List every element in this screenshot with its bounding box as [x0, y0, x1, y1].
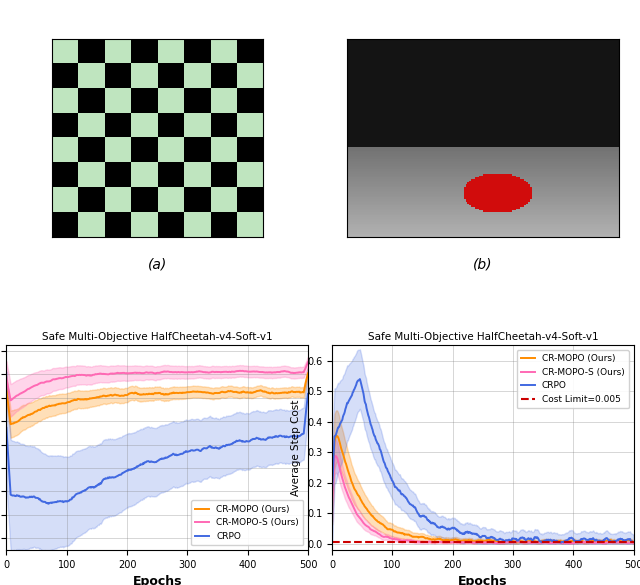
CRPO [182, 448, 190, 455]
CR-MOPO (Ours) [328, 491, 336, 498]
CRPO [148, 459, 156, 466]
CR-MOPO-S (Ours) [182, 369, 190, 376]
CR-MOPO (Ours) [7, 421, 15, 428]
CR-MOPO-S (Ours) [474, 539, 481, 546]
CR-MOPO-S (Ours) [147, 369, 154, 376]
CRPO [147, 459, 154, 466]
CRPO [250, 436, 258, 443]
CR-MOPO-S (Ours) [472, 539, 480, 546]
Title: Safe Multi-Objective HalfCheetah-v4-Soft-v1: Safe Multi-Objective HalfCheetah-v4-Soft… [367, 332, 598, 342]
CRPO [45, 500, 52, 507]
CR-MOPO (Ours) [250, 388, 258, 395]
CR-MOPO (Ours) [492, 538, 500, 545]
CR-MOPO (Ours) [472, 538, 480, 545]
CR-MOPO (Ours) [3, 387, 10, 394]
CR-MOPO-S (Ours) [624, 539, 632, 546]
CR-MOPO-S (Ours) [166, 369, 174, 376]
CR-MOPO (Ours) [577, 538, 584, 545]
X-axis label: Epochs: Epochs [132, 575, 182, 585]
CR-MOPO-S (Ours) [508, 539, 516, 546]
CR-MOPO (Ours) [148, 390, 156, 397]
CRPO [298, 431, 305, 438]
CR-MOPO-S (Ours) [328, 499, 336, 506]
CR-MOPO-S (Ours) [577, 539, 584, 546]
CR-MOPO (Ours) [474, 537, 481, 544]
CR-MOPO-S (Ours) [250, 368, 258, 375]
CR-MOPO-S (Ours) [332, 452, 340, 459]
CRPO [492, 536, 500, 543]
CRPO [557, 539, 565, 546]
CR-MOPO (Ours) [166, 390, 174, 397]
CR-MOPO-S (Ours) [566, 540, 574, 547]
CR-MOPO (Ours) [333, 432, 340, 439]
Text: (a): (a) [148, 257, 167, 271]
CR-MOPO (Ours) [624, 537, 632, 544]
CRPO [304, 390, 312, 397]
Cost Limit=0.005 [329, 539, 337, 546]
CR-MOPO (Ours) [147, 390, 154, 397]
CR-MOPO (Ours) [497, 539, 504, 546]
CR-MOPO (Ours) [304, 370, 312, 377]
Legend: CR-MOPO (Ours), CR-MOPO-S (Ours), CRPO, Cost Limit=0.005: CR-MOPO (Ours), CR-MOPO-S (Ours), CRPO, … [516, 350, 629, 408]
CRPO [166, 452, 174, 459]
CRPO [624, 536, 632, 543]
CRPO [472, 530, 480, 537]
X-axis label: Epochs: Epochs [458, 575, 508, 585]
Line: CR-MOPO-S (Ours): CR-MOPO-S (Ours) [6, 362, 308, 400]
CR-MOPO-S (Ours) [630, 539, 637, 546]
Cost Limit=0.005 [328, 539, 336, 546]
CR-MOPO-S (Ours) [7, 397, 15, 404]
CR-MOPO-S (Ours) [3, 374, 10, 381]
Y-axis label: Average Step Cost: Average Step Cost [291, 400, 301, 495]
CR-MOPO-S (Ours) [148, 369, 156, 376]
Line: CR-MOPO-S (Ours): CR-MOPO-S (Ours) [332, 456, 634, 543]
CRPO [630, 539, 637, 546]
CRPO [577, 537, 584, 544]
Title: Safe Multi-Objective HalfCheetah-v4-Soft-v1: Safe Multi-Objective HalfCheetah-v4-Soft… [42, 332, 273, 342]
Text: (b): (b) [473, 257, 493, 271]
CRPO [328, 488, 336, 495]
CR-MOPO (Ours) [182, 389, 190, 396]
CR-MOPO-S (Ours) [492, 539, 500, 546]
CR-MOPO (Ours) [630, 539, 637, 546]
Line: CRPO: CRPO [6, 394, 308, 504]
CRPO [508, 535, 516, 542]
CR-MOPO (Ours) [298, 389, 305, 396]
Line: CR-MOPO (Ours): CR-MOPO (Ours) [332, 436, 634, 543]
CRPO [3, 424, 10, 431]
CR-MOPO (Ours) [509, 538, 516, 545]
CR-MOPO-S (Ours) [304, 359, 312, 366]
CR-MOPO-S (Ours) [298, 369, 305, 376]
CRPO [474, 532, 481, 539]
Legend: CR-MOPO (Ours), CR-MOPO-S (Ours), CRPO: CR-MOPO (Ours), CR-MOPO-S (Ours), CRPO [191, 500, 303, 545]
CRPO [356, 376, 364, 383]
Line: CR-MOPO (Ours): CR-MOPO (Ours) [6, 373, 308, 424]
Line: CRPO: CRPO [332, 379, 634, 543]
